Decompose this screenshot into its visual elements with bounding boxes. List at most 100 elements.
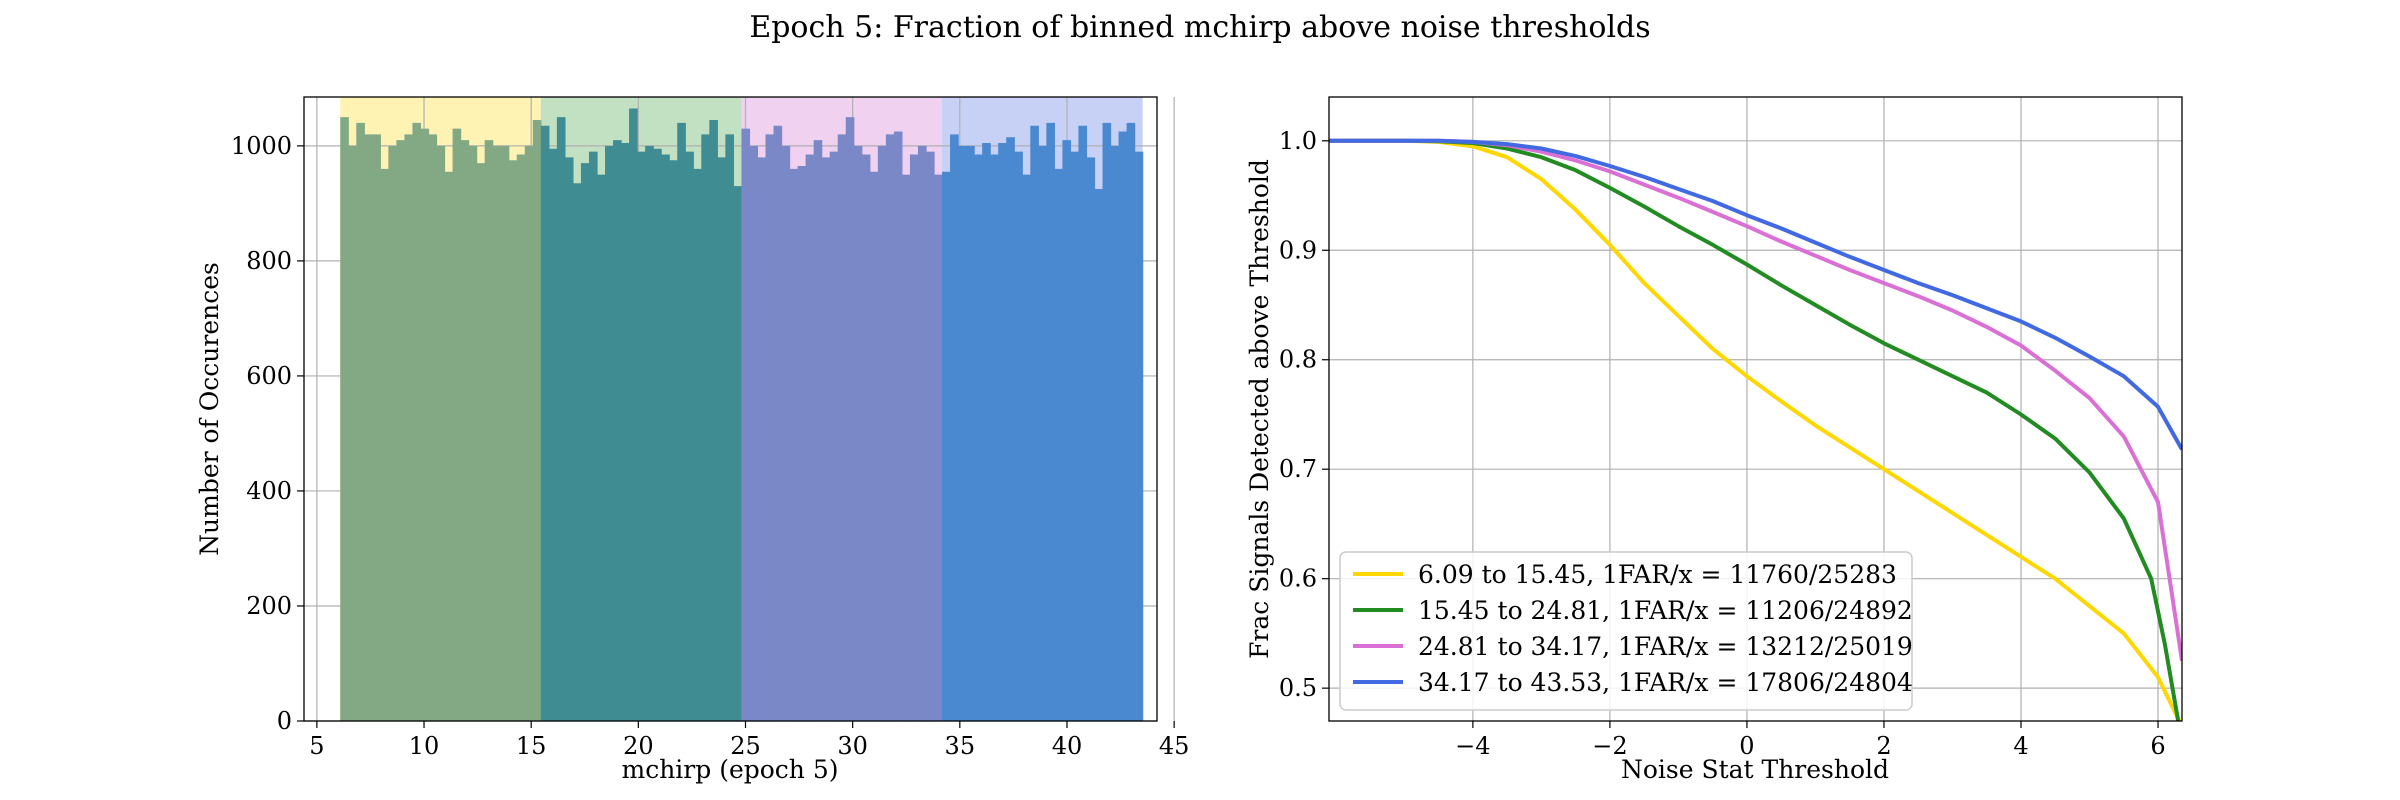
histogram-bar bbox=[749, 145, 759, 722]
histogram-y-tick-label: 800 bbox=[246, 247, 292, 275]
histogram-panel: 5 10 15 20 25 30 35 40 45 0 200 400 600 800 1000 mchi… bbox=[195, 96, 1189, 784]
histogram-bar bbox=[492, 145, 502, 722]
histogram-bar bbox=[998, 143, 1007, 721]
histogram-bar bbox=[540, 125, 550, 722]
histogram-bar bbox=[797, 166, 807, 722]
histogram-bar bbox=[861, 154, 871, 721]
line-x-tick-label: −4 bbox=[1455, 732, 1490, 760]
histogram-bar bbox=[468, 145, 478, 722]
histogram-bar bbox=[420, 128, 430, 721]
histogram-bar bbox=[613, 140, 622, 721]
histogram-bar bbox=[1054, 168, 1063, 721]
histogram-y-tick-label: 200 bbox=[246, 592, 292, 620]
histogram-bar bbox=[516, 154, 526, 721]
histogram-x-axis-label: mchirp (epoch 5) bbox=[621, 755, 838, 784]
histogram-bar bbox=[556, 117, 566, 722]
histogram-bar bbox=[1102, 122, 1112, 721]
histogram-bar bbox=[572, 183, 582, 722]
line-x-tick-label: 2 bbox=[1876, 732, 1891, 760]
histogram-bar bbox=[789, 168, 799, 721]
histogram-bar bbox=[1086, 157, 1096, 722]
histogram-frame bbox=[303, 96, 1158, 722]
histogram-bar bbox=[781, 145, 791, 722]
histogram-bar bbox=[380, 168, 389, 721]
histogram-bar bbox=[1030, 125, 1039, 722]
histogram-bar bbox=[925, 151, 935, 722]
histogram-x-tick-label: 10 bbox=[409, 732, 440, 760]
histogram-bar bbox=[725, 134, 735, 721]
histogram-bar bbox=[1126, 122, 1136, 721]
histogram-bar bbox=[428, 134, 438, 721]
histogram-bar bbox=[508, 160, 518, 721]
histogram-bar bbox=[364, 134, 373, 721]
histogram-bar bbox=[1062, 140, 1072, 721]
histogram-bar bbox=[661, 154, 670, 721]
histogram-bar bbox=[444, 171, 454, 721]
histogram-bar bbox=[853, 145, 863, 722]
histogram-bars bbox=[340, 108, 1144, 722]
histogram-bar bbox=[717, 157, 726, 722]
line-series bbox=[1329, 138, 2182, 721]
histogram-bar bbox=[773, 125, 783, 722]
histogram-bar bbox=[669, 160, 678, 721]
histogram-bar bbox=[404, 134, 414, 721]
histogram-bar bbox=[982, 143, 991, 721]
histogram-x-tick-label: 45 bbox=[1159, 732, 1190, 760]
histogram-bar bbox=[685, 151, 694, 722]
line-y-tick-label: 0.8 bbox=[1279, 346, 1317, 374]
histogram-bar bbox=[829, 151, 839, 722]
histogram-bar bbox=[901, 174, 911, 721]
histogram-bar bbox=[412, 122, 422, 721]
line-x-tick-label: 4 bbox=[2013, 732, 2028, 760]
histogram-bar bbox=[372, 134, 381, 721]
histogram-bar bbox=[500, 145, 510, 722]
histogram-bar bbox=[805, 154, 815, 721]
histogram-bar bbox=[588, 151, 598, 722]
histogram-bar bbox=[484, 140, 494, 721]
histogram-x-ticks: 5 10 15 20 25 30 35 40 45 bbox=[309, 721, 1189, 760]
histogram-bar bbox=[821, 157, 831, 722]
histogram-bar bbox=[436, 145, 446, 722]
histogram-bar bbox=[765, 134, 775, 721]
histogram-bar bbox=[605, 145, 614, 722]
histogram-bar bbox=[580, 163, 590, 721]
histogram-bar bbox=[524, 145, 534, 722]
histogram-bar bbox=[693, 168, 702, 721]
histogram-x-tick-label: 25 bbox=[730, 732, 761, 760]
histogram-bar bbox=[733, 186, 743, 722]
histogram-y-tick-label: 0 bbox=[277, 707, 292, 735]
histogram-bar bbox=[629, 108, 638, 721]
legend-label: 15.45 to 24.81, 1FAR/x = 11206/24892 bbox=[1418, 596, 1913, 625]
histogram-bar bbox=[909, 154, 919, 721]
series-line-1 bbox=[1329, 138, 2182, 721]
histogram-bar bbox=[1046, 122, 1055, 721]
histogram-bar bbox=[869, 171, 879, 721]
histogram-bar bbox=[942, 171, 951, 721]
line-x-tick-label: 0 bbox=[1739, 732, 1754, 760]
histogram-y-tick-label: 600 bbox=[246, 362, 292, 390]
histogram-bar bbox=[1022, 174, 1031, 721]
histogram-bar bbox=[990, 154, 999, 721]
histogram-bar bbox=[958, 145, 967, 722]
histogram-bar bbox=[1134, 151, 1144, 722]
histogram-x-tick-label: 5 bbox=[309, 732, 324, 760]
histogram-bar bbox=[1014, 151, 1023, 722]
histogram-bar bbox=[1118, 131, 1128, 722]
histogram-bar bbox=[653, 148, 662, 721]
line-y-tick-label: 1.0 bbox=[1279, 127, 1317, 155]
histogram-bar bbox=[741, 128, 751, 721]
line-y-tick-label: 0.9 bbox=[1279, 236, 1317, 264]
line-y-tick-label: 0.5 bbox=[1279, 674, 1317, 702]
histogram-y-tick-label: 1000 bbox=[231, 132, 292, 160]
histogram-bar bbox=[548, 148, 558, 721]
histogram-bar bbox=[813, 140, 823, 721]
histogram-bar bbox=[934, 174, 943, 721]
histogram-bar bbox=[1038, 145, 1047, 722]
histogram-bar bbox=[460, 140, 470, 721]
line-chart-y-ticks: 0.5 0.6 0.7 0.8 0.9 1.0 bbox=[1279, 127, 1329, 702]
legend-box bbox=[1339, 551, 1913, 711]
series-line-4 bbox=[1329, 138, 2182, 451]
histogram-bar bbox=[476, 163, 486, 721]
histogram-bar bbox=[701, 134, 710, 721]
